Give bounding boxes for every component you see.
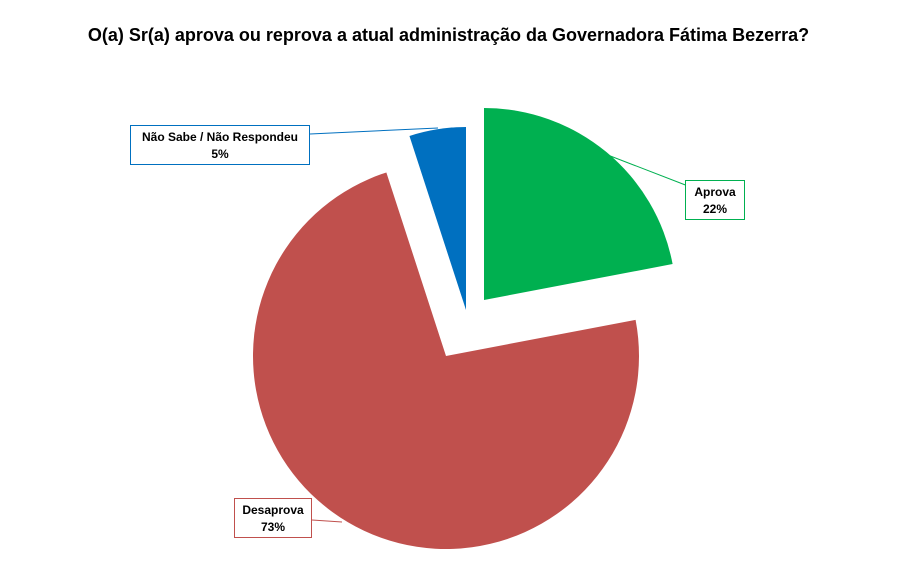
leader-line-aprova <box>599 151 689 187</box>
callout-nao-sabe: Não Sabe / Não Respondeu 5% <box>130 125 310 165</box>
slice-value-aprova: 22% <box>702 202 728 216</box>
slice-label-desaprova: Desaprova <box>242 503 304 517</box>
leader-line-desaprova <box>311 519 343 523</box>
slice-label-aprova: Aprova <box>694 185 736 199</box>
slice-label-nao-sabe: Não Sabe / Não Respondeu <box>141 130 299 144</box>
pie-slice-desaprova <box>252 172 639 550</box>
pie-slice-aprova <box>484 108 673 300</box>
callout-desaprova: Desaprova 73% <box>234 498 312 538</box>
slice-value-nao-sabe: 5% <box>211 147 229 161</box>
callout-aprova: Aprova 22% <box>685 180 745 220</box>
slice-value-desaprova: 73% <box>260 520 286 534</box>
leader-line-nao-sabe <box>309 127 439 135</box>
chart-title: O(a) Sr(a) aprova ou reprova a atual adm… <box>87 25 810 45</box>
pie-slice-nao-sabe <box>409 127 466 310</box>
